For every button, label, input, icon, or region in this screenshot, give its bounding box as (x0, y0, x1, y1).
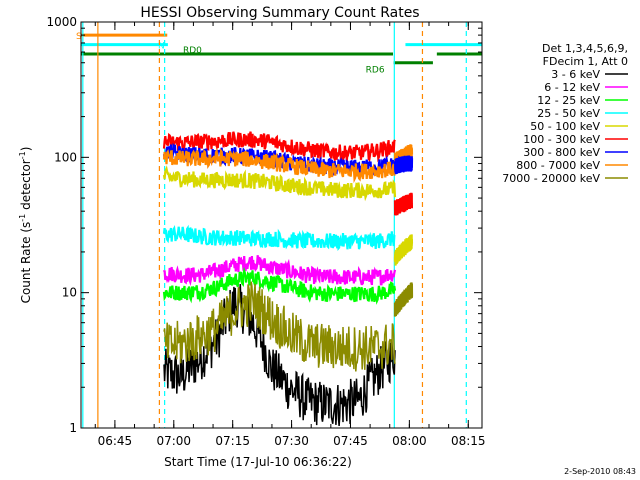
flag-label: S (76, 32, 82, 42)
legend-entry-label: 800 - 7000 keV (516, 159, 600, 172)
y-axis-label: Count Rate (s-1 detector-1) (18, 147, 33, 304)
legend-entry-label: 50 - 100 keV (530, 120, 600, 133)
series-line (393, 282, 414, 317)
series-line (393, 155, 414, 175)
series-line (393, 192, 414, 216)
y-axis-label-part: Count Rate (s (19, 222, 33, 304)
y-axis-label-sup: -1 (18, 151, 27, 159)
flag-label: N (158, 42, 165, 52)
x-tick-label: 06:45 (98, 434, 133, 448)
y-axis-label-sup: -1 (18, 214, 27, 222)
x-tick-label: 07:45 (333, 434, 368, 448)
series-line (162, 224, 396, 252)
x-axis-label: Start Time (17-Jul-10 06:36:22) (164, 455, 352, 469)
series-line (162, 255, 397, 287)
y-tick-label: 100 (54, 150, 77, 164)
flag-label: RD0 (183, 46, 202, 56)
series-line (162, 266, 397, 305)
series-line (393, 144, 414, 168)
legend-entry-label: 25 - 50 keV (537, 107, 600, 120)
footer-timestamp: 2-Sep-2010 08:43 (564, 467, 636, 476)
series-line (163, 281, 396, 372)
series-line (393, 234, 414, 266)
x-tick-label: 07:15 (215, 434, 250, 448)
x-tick-label: 07:30 (274, 434, 309, 448)
y-tick-label: 10 (62, 286, 77, 300)
legend-entry-label: 300 - 800 keV (523, 146, 600, 159)
y-tick-label: 1000 (46, 15, 77, 29)
series-layer (162, 131, 414, 426)
plot-frame (80, 21, 483, 429)
vertical-marker-layer (82, 22, 467, 428)
flag-layer: S N RD0 RD6 (76, 32, 482, 76)
series-line (162, 147, 397, 184)
axis-layer: 06:45 07:00 07:15 07:30 07:45 08:00 08:15 1 10 10… (46, 15, 485, 448)
legend-entry-label: 3 - 6 keV (551, 68, 600, 81)
legend-header: Det 1,3,4,5,6,9, (542, 42, 628, 55)
legend-entry-label: 7000 - 20000 keV (502, 172, 600, 185)
series-line (162, 165, 397, 202)
x-tick-label: 07:00 (156, 434, 191, 448)
flag-label: RD6 (366, 66, 385, 76)
series-line (162, 131, 396, 164)
y-axis-label-part: detector (19, 159, 33, 214)
x-tick-label: 08:15 (451, 434, 486, 448)
legend: Det 1,3,4,5,6,9,FDecim 1, Att 03 - 6 keV… (502, 42, 628, 185)
series-line (163, 283, 396, 426)
x-tick-label: 08:00 (392, 434, 427, 448)
chart-title: HESSI Observing Summary Count Rates (140, 5, 419, 21)
legend-entry-label: 12 - 25 keV (537, 94, 600, 107)
legend-entry-label: 6 - 12 keV (544, 81, 600, 94)
y-axis-label-part: ) (19, 147, 33, 152)
y-tick-label: 1 (69, 421, 77, 435)
legend-entry-label: 100 - 300 keV (523, 133, 600, 146)
legend-header: FDecim 1, Att 0 (543, 55, 628, 68)
